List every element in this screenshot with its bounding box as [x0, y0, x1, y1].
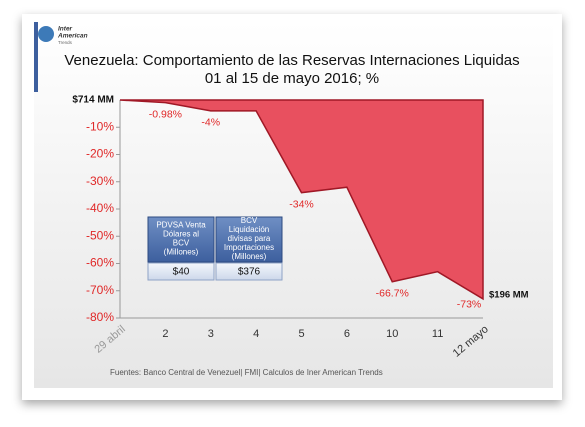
- value-label: -0.98%: [149, 108, 182, 120]
- value-label: -34%: [289, 198, 314, 210]
- chart-title: Venezuela: Comportamiento de las Reserva…: [64, 52, 519, 69]
- x-tick-label: 6: [344, 328, 350, 340]
- x-tick-label: 10: [386, 328, 398, 340]
- y-tick-label: -10%: [86, 119, 114, 133]
- table-header-line: Liquidación: [229, 225, 269, 234]
- table-header: [147, 216, 215, 263]
- logo-text: American: [57, 33, 88, 40]
- table-header-line: BCV: [173, 239, 190, 248]
- accent-bar: [34, 22, 38, 92]
- table-header-line: Dólares al: [163, 230, 199, 239]
- table-header-line: (Millones): [232, 252, 267, 261]
- table-header-line: divisas para: [228, 234, 271, 243]
- start-label: $714 MM: [72, 95, 114, 106]
- y-tick-label: -60%: [86, 256, 114, 270]
- y-tick-label: -40%: [86, 201, 114, 215]
- table-header-line: PDVSA Venta: [156, 221, 206, 230]
- logo-text: Trends: [58, 40, 73, 45]
- y-tick-label: -50%: [86, 228, 114, 242]
- x-tick-label: 11: [432, 328, 443, 340]
- table-cell: [147, 262, 215, 281]
- table-cell: [215, 262, 283, 281]
- y-tick-label: -80%: [86, 310, 114, 324]
- value-label: -4%: [201, 117, 220, 129]
- table-cell-text: $376: [238, 267, 261, 278]
- area: [119, 99, 484, 301]
- table-header: [215, 216, 283, 263]
- y-tick-label: -20%: [86, 147, 114, 161]
- table-header-text: PDVSA Venta Dólares al BCV (Millones): [156, 221, 206, 257]
- y-tick-label: -30%: [86, 174, 114, 188]
- table-cell-text: $40: [173, 267, 190, 278]
- x-tick-label: 5: [298, 328, 304, 340]
- logo-globe: [38, 26, 54, 42]
- chart-subtitle: 01 al 15 de mayo 2016; %: [205, 70, 379, 87]
- end-label: $196 MM: [489, 289, 529, 300]
- logo-text: Inter: [58, 26, 73, 33]
- x-tick-label: 4: [253, 328, 259, 340]
- x-tick-label: 3: [208, 328, 214, 340]
- value-label: -66.7%: [376, 288, 409, 300]
- y-tick-label: -70%: [86, 283, 114, 297]
- source: Fuentes: Banco Central de Venezuel| FMI|…: [110, 368, 383, 377]
- x-tick-label: 2: [162, 328, 168, 340]
- table-header-text: BCV Liquidación divisas para Importaciones(…: [224, 216, 274, 261]
- table-header-line: Importaciones: [224, 243, 274, 252]
- table-header-line: BCV: [241, 216, 258, 225]
- table-header-line: (Millones): [164, 248, 199, 257]
- value-label: -73%: [457, 299, 482, 311]
